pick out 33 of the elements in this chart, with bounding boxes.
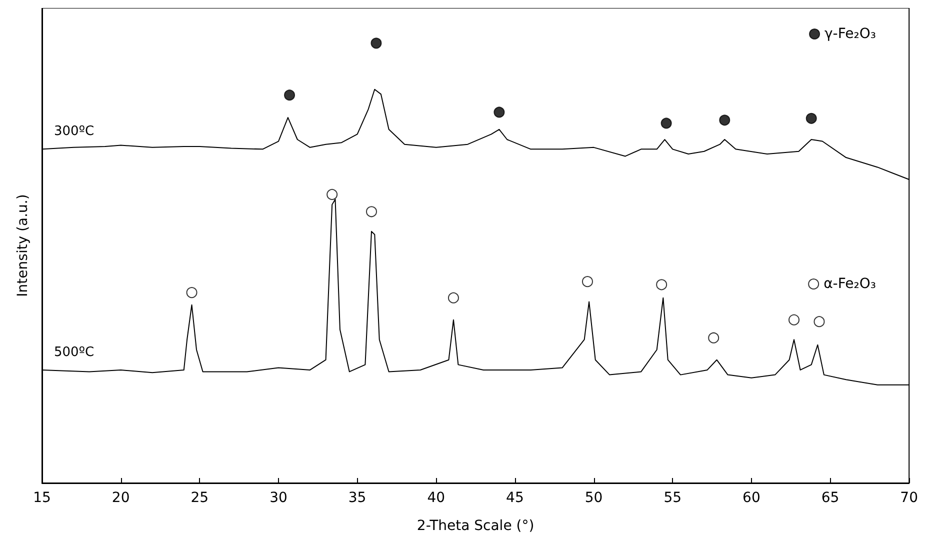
series-label: 300ºC xyxy=(54,124,94,140)
point xyxy=(284,90,296,101)
x-tick-label: 45 xyxy=(506,490,524,506)
point xyxy=(370,38,382,49)
x-tick-label: 70 xyxy=(900,490,918,506)
point xyxy=(660,118,672,129)
x-tick-label: 15 xyxy=(33,490,51,506)
x-tick-label: 50 xyxy=(584,490,603,506)
point xyxy=(582,276,593,288)
point xyxy=(788,314,800,326)
point xyxy=(806,112,817,124)
point xyxy=(719,114,730,126)
x-tick-label: 40 xyxy=(427,490,446,506)
point xyxy=(708,332,720,344)
point xyxy=(366,206,377,218)
series-label: 500ºC xyxy=(54,344,94,360)
point xyxy=(186,287,198,298)
x-tick-label: 55 xyxy=(664,490,682,506)
x-tick-label: 25 xyxy=(190,490,209,506)
x-tick-label: 60 xyxy=(742,490,760,506)
point xyxy=(656,279,668,290)
legend-label: γ-Fe₂O₃ xyxy=(824,26,876,42)
point xyxy=(814,316,825,328)
y-axis-title: Intensity (a.u.) xyxy=(15,194,31,297)
point xyxy=(326,188,338,200)
point xyxy=(494,106,505,118)
x-tick-label: 65 xyxy=(821,490,840,506)
x-axis-title: 2-Theta Scale (°) xyxy=(416,518,534,534)
point xyxy=(448,292,459,304)
x-tick-label: 30 xyxy=(270,490,288,506)
x-tick-label: 20 xyxy=(112,490,130,506)
legend-label: α-Fe₂O₃ xyxy=(824,276,876,292)
x-tick-label: 35 xyxy=(348,490,366,506)
